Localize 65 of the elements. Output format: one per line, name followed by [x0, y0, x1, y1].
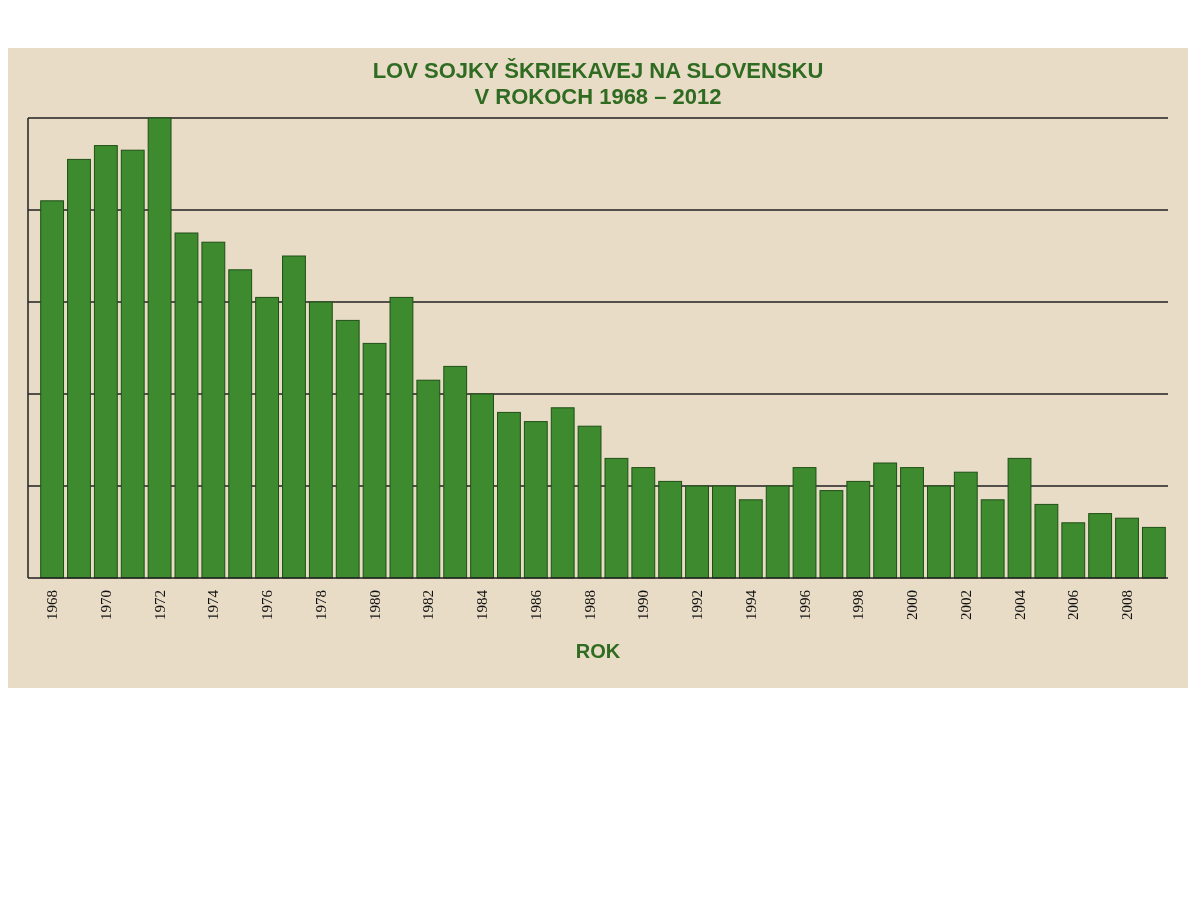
bar [1115, 517, 1139, 579]
bar [658, 480, 683, 579]
bar [282, 255, 306, 579]
bar [470, 393, 494, 579]
chart-title: LOV SOJKY ŠKRIEKAVEJ NA SLOVENSKU V ROKOCH 1968 – 2012 [372, 58, 824, 109]
bar [604, 457, 629, 579]
bar [1141, 526, 1166, 579]
x-tick-label: 2008 [1119, 590, 1136, 620]
bar [416, 379, 441, 579]
bar [926, 485, 951, 579]
bar [120, 149, 145, 579]
bar [67, 158, 91, 579]
x-tick-label: 1998 [850, 590, 867, 620]
x-tick-label: 1990 [635, 590, 652, 620]
bar [201, 241, 226, 579]
bar [93, 145, 118, 579]
bar [308, 301, 333, 579]
bar [846, 480, 871, 579]
bar [174, 232, 199, 579]
x-tick-label: 2000 [904, 590, 921, 620]
bar [147, 117, 172, 579]
x-tick-label: 2004 [1011, 589, 1028, 620]
x-tick-label: 1980 [366, 590, 383, 620]
bar [443, 365, 468, 579]
bar [577, 425, 602, 579]
bar [953, 471, 978, 579]
bar [631, 467, 656, 579]
bar [712, 485, 736, 579]
x-tick-label: 2002 [957, 590, 974, 620]
bar [40, 200, 65, 579]
x-tick-label: 1986 [527, 589, 544, 620]
x-tick-label: 1970 [97, 590, 114, 620]
x-tick-label: 1982 [420, 590, 437, 620]
bar [523, 421, 548, 579]
bar [1007, 457, 1032, 579]
bar [550, 407, 575, 579]
bar [900, 467, 924, 579]
bar [1088, 513, 1113, 579]
x-tick-label: 1994 [742, 589, 759, 620]
x-tick-label: 1984 [474, 589, 491, 620]
bar [389, 296, 414, 579]
x-tick-label: 1992 [689, 590, 706, 620]
bar [792, 467, 817, 579]
bar [335, 319, 360, 579]
x-tick-label: 1974 [205, 589, 222, 620]
x-tick-label: 2006 [1065, 589, 1082, 620]
bar [497, 411, 521, 579]
bar [685, 485, 709, 579]
bar [738, 499, 763, 579]
x-axis-title: ROK [575, 640, 621, 662]
x-tick-label: 1996 [796, 589, 813, 620]
bar [1034, 503, 1059, 579]
x-tick-label: 1972 [151, 590, 168, 620]
bar [1061, 522, 1086, 579]
x-tick-label: 1968 [44, 590, 61, 620]
bar [980, 499, 1005, 579]
x-tick-label: 1978 [312, 590, 329, 620]
bar [228, 269, 253, 579]
bar [362, 342, 387, 579]
x-tick-label: 1976 [259, 589, 276, 620]
bar [819, 490, 844, 579]
bar [873, 462, 898, 579]
bar [765, 485, 790, 579]
x-tick-label: 1988 [581, 590, 598, 620]
bar [255, 296, 280, 579]
